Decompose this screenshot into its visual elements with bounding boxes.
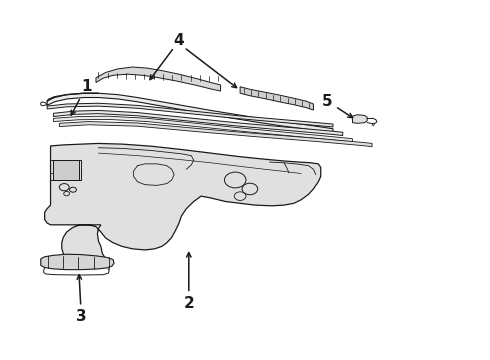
Text: 3: 3 <box>76 275 87 324</box>
Polygon shape <box>59 122 372 147</box>
Polygon shape <box>53 111 343 135</box>
Polygon shape <box>47 93 333 133</box>
Polygon shape <box>96 67 220 91</box>
Polygon shape <box>240 87 314 110</box>
Text: 4: 4 <box>174 33 184 48</box>
Polygon shape <box>45 143 321 268</box>
Text: 2: 2 <box>183 253 194 311</box>
Polygon shape <box>352 115 367 123</box>
Text: 5: 5 <box>322 94 353 118</box>
Polygon shape <box>53 116 352 142</box>
Text: 1: 1 <box>71 79 92 115</box>
Polygon shape <box>53 160 79 180</box>
Polygon shape <box>47 103 333 127</box>
Polygon shape <box>41 254 114 270</box>
